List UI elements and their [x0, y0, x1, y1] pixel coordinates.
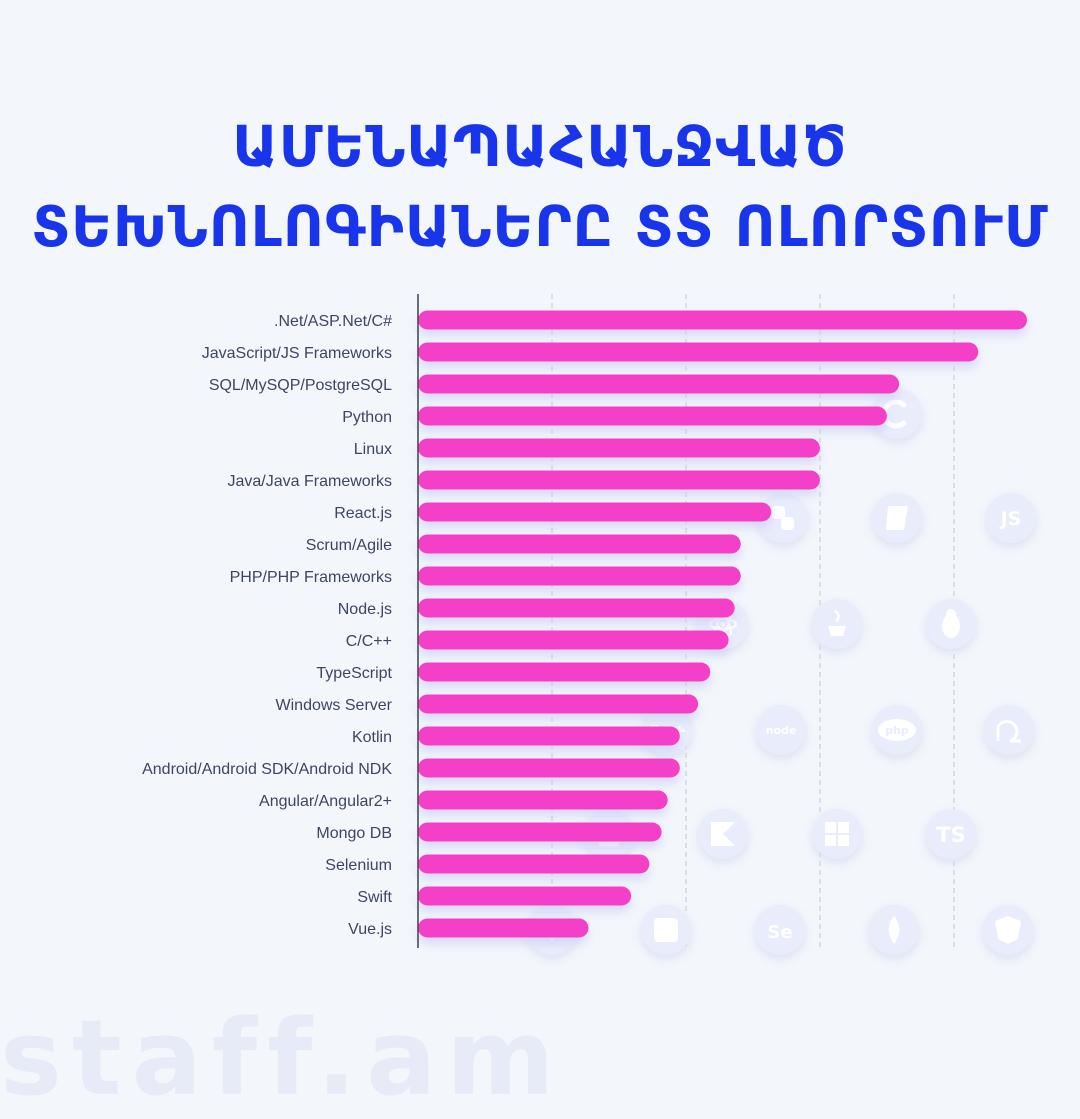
bars [418, 310, 1027, 938]
category-label: Vue.js [348, 921, 392, 938]
nodejs-icon: node [756, 705, 806, 755]
bar [418, 374, 900, 394]
java-icon [812, 599, 862, 649]
javascript-icon: JS [986, 493, 1036, 543]
bar [418, 758, 680, 778]
category-label: SQL/MySQP/PostgreSQL [209, 377, 392, 394]
category-label: Selenium [325, 857, 392, 874]
angular-icon [983, 905, 1033, 955]
bar [418, 790, 668, 810]
kotlin-icon [698, 809, 748, 859]
swift-icon [641, 905, 691, 955]
category-label: Node.js [338, 601, 392, 618]
title-line-2: ՏԵԽՆՈԼՈԳԻԱՆԵՐԸ ՏՏ ՈԼՈՐՏՈՒՄ [31, 195, 1049, 260]
bar [418, 854, 650, 874]
python-icon [758, 493, 808, 543]
svg-text:JS: JS [999, 508, 1022, 530]
category-label: Linux [354, 441, 392, 458]
category-label: C/C++ [346, 633, 392, 650]
sql-icon [872, 493, 922, 543]
category-label: TypeScript [316, 665, 392, 682]
bar [418, 502, 772, 522]
linux-icon [926, 599, 976, 649]
title-line-1: ԱՄԵՆԱՊԱՀԱՆՋՎԱԾ [232, 115, 848, 180]
bar [418, 662, 711, 682]
svg-text:Se: Se [767, 922, 792, 943]
category-label: Scrum/Agile [306, 537, 392, 554]
category-label: Angular/Angular2+ [259, 793, 392, 810]
typescript-icon: TS [926, 809, 976, 859]
php-icon: php [872, 705, 922, 755]
category-label: Mongo DB [316, 825, 392, 842]
bar [418, 726, 680, 746]
bar [418, 438, 820, 458]
bar [418, 534, 741, 554]
category-label: Android/Android SDK/Android NDK [142, 761, 392, 778]
svg-text:node: node [766, 724, 797, 737]
category-label: JavaScript/JS Frameworks [202, 345, 392, 362]
svg-text:php: php [885, 724, 909, 737]
staff-am-watermark: staff.am [0, 997, 565, 1119]
category-label: Swift [357, 889, 392, 906]
category-label: PHP/PHP Frameworks [230, 569, 392, 586]
category-label: Java/Java Frameworks [228, 473, 393, 490]
bar [418, 470, 820, 490]
bar [418, 566, 741, 586]
category-label: Kotlin [352, 729, 392, 746]
bar [418, 886, 632, 906]
category-label: React.js [334, 505, 392, 522]
scrum-icon [984, 705, 1034, 755]
svg-text:TS: TS [936, 823, 965, 847]
category-label: Python [342, 409, 392, 426]
chart-title: ԱՄԵՆԱՊԱՀԱՆՋՎԱԾ ՏԵԽՆՈԼՈԳԻԱՆԵՐԸ ՏՏ ՈԼՈՐՏՈՒ… [0, 108, 1080, 268]
category-labels: .Net/ASP.Net/C# JavaScript/JS Frameworks S… [142, 313, 393, 938]
windows-icon [812, 809, 862, 859]
bar [418, 918, 589, 938]
selenium-icon: Se [755, 905, 805, 955]
bar [418, 630, 729, 650]
bar [418, 598, 735, 618]
category-label: Windows Server [276, 697, 393, 714]
bar [418, 310, 1027, 330]
mongodb-icon [869, 905, 919, 955]
category-label: .Net/ASP.Net/C# [274, 313, 392, 330]
bar [418, 694, 699, 714]
bar [418, 342, 979, 362]
bar [418, 406, 887, 426]
bar [418, 822, 662, 842]
